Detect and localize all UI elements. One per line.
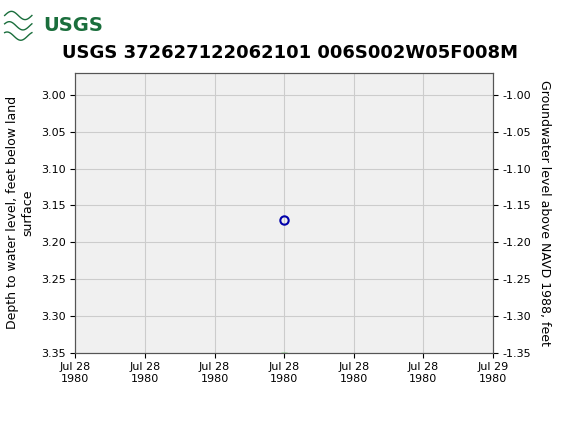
FancyBboxPatch shape (3, 3, 78, 49)
Y-axis label: Depth to water level, feet below land
surface: Depth to water level, feet below land su… (6, 96, 34, 329)
Text: USGS 372627122062101 006S002W05F008M: USGS 372627122062101 006S002W05F008M (62, 44, 518, 62)
Y-axis label: Groundwater level above NAVD 1988, feet: Groundwater level above NAVD 1988, feet (538, 80, 552, 346)
Text: USGS: USGS (44, 16, 103, 35)
